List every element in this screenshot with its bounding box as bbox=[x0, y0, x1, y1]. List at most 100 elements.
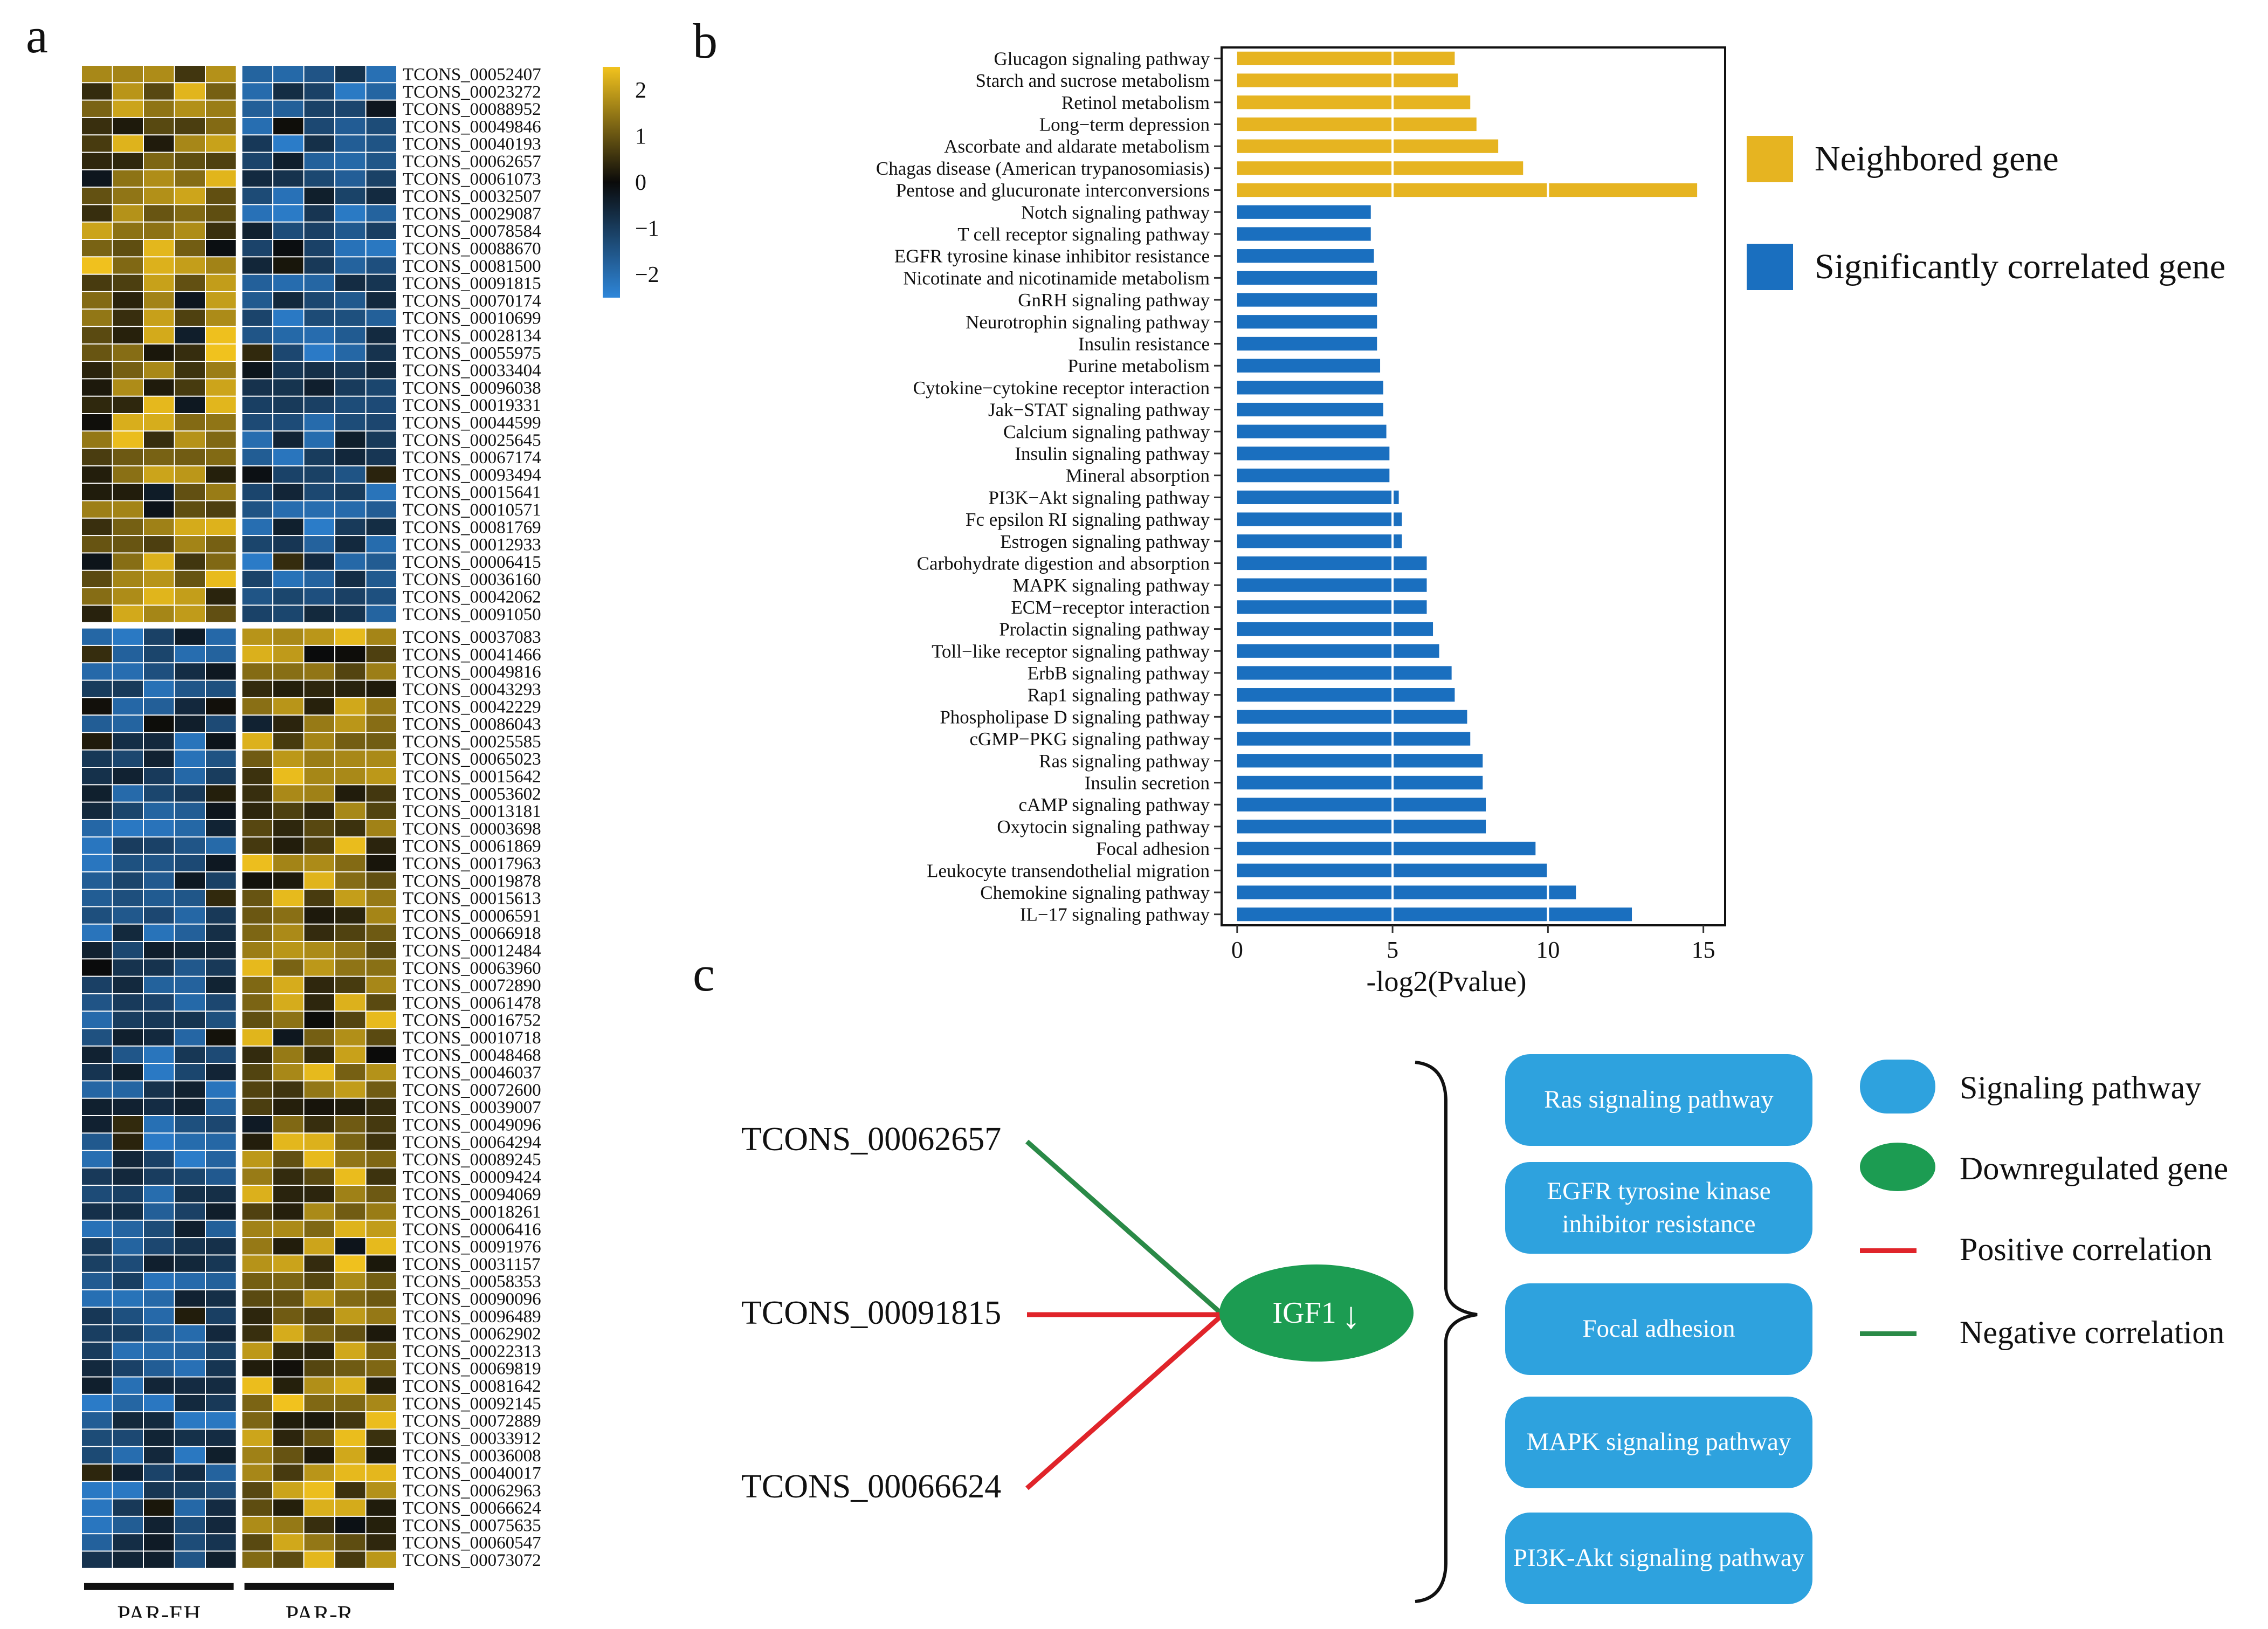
heatmap-row-label: TCONS_00025585 bbox=[403, 732, 541, 752]
heatmap-cell bbox=[273, 1534, 304, 1551]
heatmap-cell bbox=[273, 1220, 304, 1238]
heatmap-cell bbox=[113, 1255, 143, 1272]
heatmap-row-label: TCONS_00006415 bbox=[403, 553, 541, 572]
bar bbox=[1237, 820, 1486, 834]
heatmap-row-label: TCONS_00046037 bbox=[403, 1063, 541, 1083]
heatmap-cell bbox=[113, 698, 143, 715]
heatmap-cell bbox=[366, 118, 396, 135]
heatmap-cell bbox=[366, 1029, 396, 1046]
bar bbox=[1237, 556, 1427, 571]
category-label: IL−17 signaling pathway bbox=[1020, 904, 1210, 925]
heatmap-cell bbox=[175, 802, 205, 819]
heatmap-cell bbox=[113, 663, 143, 680]
heatmap-cell bbox=[273, 466, 304, 483]
heatmap-cell bbox=[82, 1029, 112, 1046]
heatmap-cell bbox=[175, 907, 205, 924]
heatmap-cell bbox=[304, 1151, 334, 1167]
heatmap-cell bbox=[366, 1012, 396, 1028]
heatmap-cell bbox=[335, 663, 366, 680]
heatmap-cell bbox=[304, 645, 334, 663]
heatmap-cell bbox=[335, 716, 366, 732]
heatmap-cell bbox=[175, 1064, 205, 1081]
heatmap-cell bbox=[175, 66, 205, 83]
heatmap-cell bbox=[304, 628, 334, 645]
edge-positive-3 bbox=[1025, 1312, 1224, 1490]
heatmap-cell bbox=[206, 431, 236, 448]
heatmap-cell bbox=[366, 1377, 396, 1394]
heatmap-cell bbox=[335, 681, 366, 697]
heatmap-cell bbox=[175, 1133, 205, 1150]
heatmap-cell bbox=[206, 83, 236, 100]
colorbar bbox=[603, 67, 620, 298]
heatmap-cell bbox=[144, 100, 174, 117]
heatmap-cell bbox=[82, 414, 112, 431]
heatmap-cell bbox=[206, 837, 236, 854]
category-label: Nicotinate and nicotinamide metabolism bbox=[903, 267, 1210, 288]
heatmap-cell bbox=[144, 257, 174, 274]
heatmap-cell bbox=[366, 1499, 396, 1516]
heatmap-cell bbox=[82, 1203, 112, 1220]
heatmap-cell bbox=[304, 1516, 334, 1534]
heatmap-cell bbox=[242, 553, 272, 570]
heatmap-cell bbox=[82, 959, 112, 976]
heatmap-cell bbox=[273, 785, 304, 802]
heatmap-cell bbox=[206, 310, 236, 326]
heatmap-cell bbox=[366, 1186, 396, 1202]
heatmap-cell bbox=[335, 872, 366, 889]
heatmap-cell bbox=[242, 1482, 272, 1499]
heatmap-cell bbox=[335, 1551, 366, 1568]
heatmap-cell bbox=[113, 977, 143, 993]
heatmap-cell bbox=[304, 855, 334, 871]
heatmap-cell bbox=[304, 1098, 334, 1115]
heatmap-cell bbox=[82, 628, 112, 645]
heatmap-cell bbox=[82, 681, 112, 697]
heatmap-row-label: TCONS_00096038 bbox=[403, 379, 541, 398]
heatmap-cell bbox=[144, 1360, 174, 1377]
category-label: Toll−like receptor signaling pathway bbox=[932, 641, 1210, 662]
heatmap-cell bbox=[175, 733, 205, 750]
heatmap-cell bbox=[144, 292, 174, 309]
heatmap-cell bbox=[175, 449, 205, 465]
heatmap-cell bbox=[206, 396, 236, 413]
heatmap-cell bbox=[273, 681, 304, 697]
heatmap-cell bbox=[366, 1116, 396, 1133]
heatmap-cell bbox=[144, 118, 174, 135]
heatmap-cell bbox=[82, 274, 112, 291]
heatmap-cell bbox=[82, 310, 112, 326]
heatmap-cell bbox=[82, 1046, 112, 1063]
heatmap-row-label: TCONS_00033912 bbox=[403, 1429, 541, 1448]
heatmap-cell bbox=[366, 466, 396, 483]
heatmap-cell bbox=[206, 536, 236, 553]
heatmap-cell bbox=[113, 118, 143, 135]
heatmap-cell bbox=[335, 1499, 366, 1516]
heatmap-cell bbox=[144, 698, 174, 715]
heatmap-cell bbox=[206, 327, 236, 343]
heatmap-cell bbox=[335, 1534, 366, 1551]
heatmap-cell bbox=[335, 257, 366, 274]
heatmap-cell bbox=[175, 414, 205, 431]
heatmap-cell bbox=[242, 959, 272, 976]
heatmap-cell bbox=[273, 1238, 304, 1255]
heatmap-cell bbox=[304, 663, 334, 680]
heatmap-cell bbox=[273, 768, 304, 785]
heatmap-cell bbox=[113, 1116, 143, 1133]
panel-label-c: c bbox=[693, 946, 715, 1001]
heatmap-cell bbox=[82, 484, 112, 500]
heatmap-cell bbox=[273, 1046, 304, 1063]
heatmap-cell bbox=[242, 588, 272, 605]
heatmap-cell bbox=[175, 571, 205, 587]
heatmap-cell bbox=[242, 188, 272, 204]
heatmap-row-label: TCONS_00062657 bbox=[403, 152, 541, 171]
heatmap-cell bbox=[273, 1029, 304, 1046]
heatmap-cell bbox=[82, 768, 112, 785]
heatmap-cell bbox=[335, 553, 366, 570]
heatmap-cell bbox=[175, 484, 205, 500]
heatmap-cell bbox=[304, 536, 334, 553]
category-label: Phospholipase D signaling pathway bbox=[940, 706, 1210, 727]
heatmap-cell bbox=[82, 1168, 112, 1185]
heatmap-cell bbox=[273, 606, 304, 622]
heatmap-cell bbox=[304, 890, 334, 906]
heatmap-cell bbox=[273, 959, 304, 976]
heatmap-cell bbox=[273, 257, 304, 274]
heatmap-cell bbox=[82, 1429, 112, 1446]
